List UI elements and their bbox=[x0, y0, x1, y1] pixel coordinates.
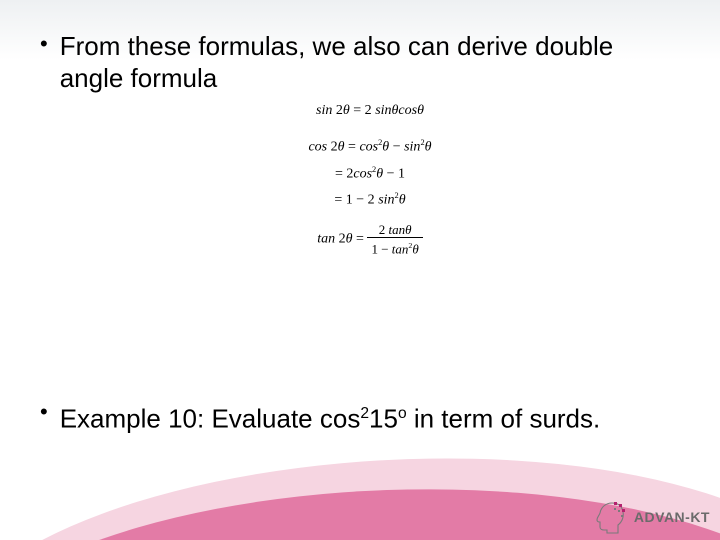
bullet-dot-icon: • bbox=[40, 398, 48, 426]
brand-logo: ADVAN-KT bbox=[592, 500, 710, 534]
fraction-denominator: 1 − tan2θ bbox=[367, 238, 422, 256]
bullet-dot-icon: • bbox=[40, 30, 48, 58]
bullet-example-text: Example 10: Evaluate cos215o in term of … bbox=[60, 398, 601, 435]
bullet-intro-text: From these formulas, we also can derive … bbox=[60, 30, 660, 94]
bullet-example: • Example 10: Evaluate cos215o in term o… bbox=[40, 398, 680, 435]
brand-name: ADVAN-KT bbox=[634, 509, 710, 525]
formula-block: sin 2θ = 2 sinθcosθ cos 2θ = cos2θ − sin… bbox=[210, 100, 530, 256]
formula-cos2-line1: cos 2θ = cos2θ − sin2θ bbox=[210, 132, 530, 159]
formula-cos2-line3: = 1 − 2 sin2θ bbox=[210, 185, 530, 212]
bullet-intro: • From these formulas, we also can deriv… bbox=[40, 30, 660, 94]
fraction: 2 tanθ 1 − tan2θ bbox=[367, 222, 422, 256]
formula-tan2: tan 2θ = 2 tanθ 1 − tan2θ bbox=[210, 222, 530, 256]
fraction-numerator: 2 tanθ bbox=[367, 222, 422, 238]
brain-head-icon bbox=[592, 500, 628, 534]
formula-sin2: sin 2θ = 2 sinθcosθ bbox=[210, 100, 530, 122]
formula-cos2-line2: = 2cos2θ − 1 bbox=[210, 159, 530, 186]
slide: • From these formulas, we also can deriv… bbox=[0, 0, 720, 540]
